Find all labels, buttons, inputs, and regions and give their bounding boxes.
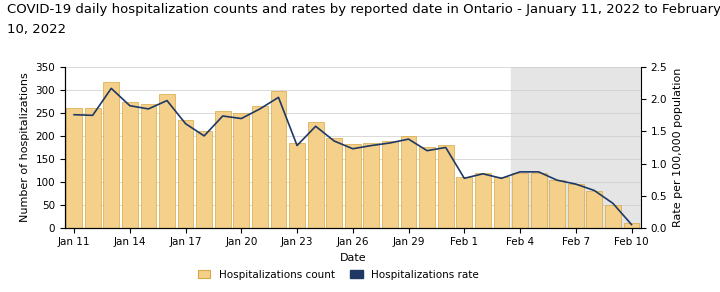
Bar	[233, 113, 249, 228]
Bar	[624, 223, 639, 228]
Bar	[364, 143, 379, 228]
Text: COVID-19 daily hospitalization counts and rates by reported date in Ontario - Ja: COVID-19 daily hospitalization counts an…	[7, 3, 720, 16]
Text: 10, 2022: 10, 2022	[7, 23, 66, 36]
Bar	[400, 136, 416, 228]
Bar	[85, 108, 101, 228]
Bar	[66, 107, 82, 228]
Bar	[252, 106, 268, 228]
Bar	[605, 205, 621, 228]
Bar	[549, 180, 565, 228]
Bar	[493, 177, 509, 228]
Bar	[531, 173, 546, 228]
Y-axis label: Number of hospitalizations: Number of hospitalizations	[19, 73, 30, 222]
X-axis label: Date: Date	[340, 253, 366, 263]
Bar	[345, 144, 361, 228]
Bar	[307, 122, 323, 228]
Bar	[104, 82, 119, 228]
Bar	[419, 147, 435, 228]
Bar	[382, 140, 398, 228]
Bar	[326, 138, 342, 228]
Bar	[289, 143, 305, 228]
Bar	[197, 131, 212, 228]
Bar	[510, 67, 641, 228]
Bar	[271, 91, 287, 228]
Bar	[140, 104, 156, 228]
Bar	[475, 173, 491, 228]
Bar	[568, 184, 584, 228]
Bar	[456, 177, 472, 228]
Y-axis label: Rate per 100,000 population: Rate per 100,000 population	[672, 68, 683, 227]
Bar	[122, 102, 138, 228]
Legend: Hospitalizations count, Hospitalizations rate: Hospitalizations count, Hospitalizations…	[194, 265, 483, 284]
Bar	[215, 111, 230, 228]
Bar	[159, 94, 175, 228]
Bar	[438, 145, 454, 228]
Bar	[512, 173, 528, 228]
Bar	[587, 191, 602, 228]
Bar	[178, 120, 194, 228]
